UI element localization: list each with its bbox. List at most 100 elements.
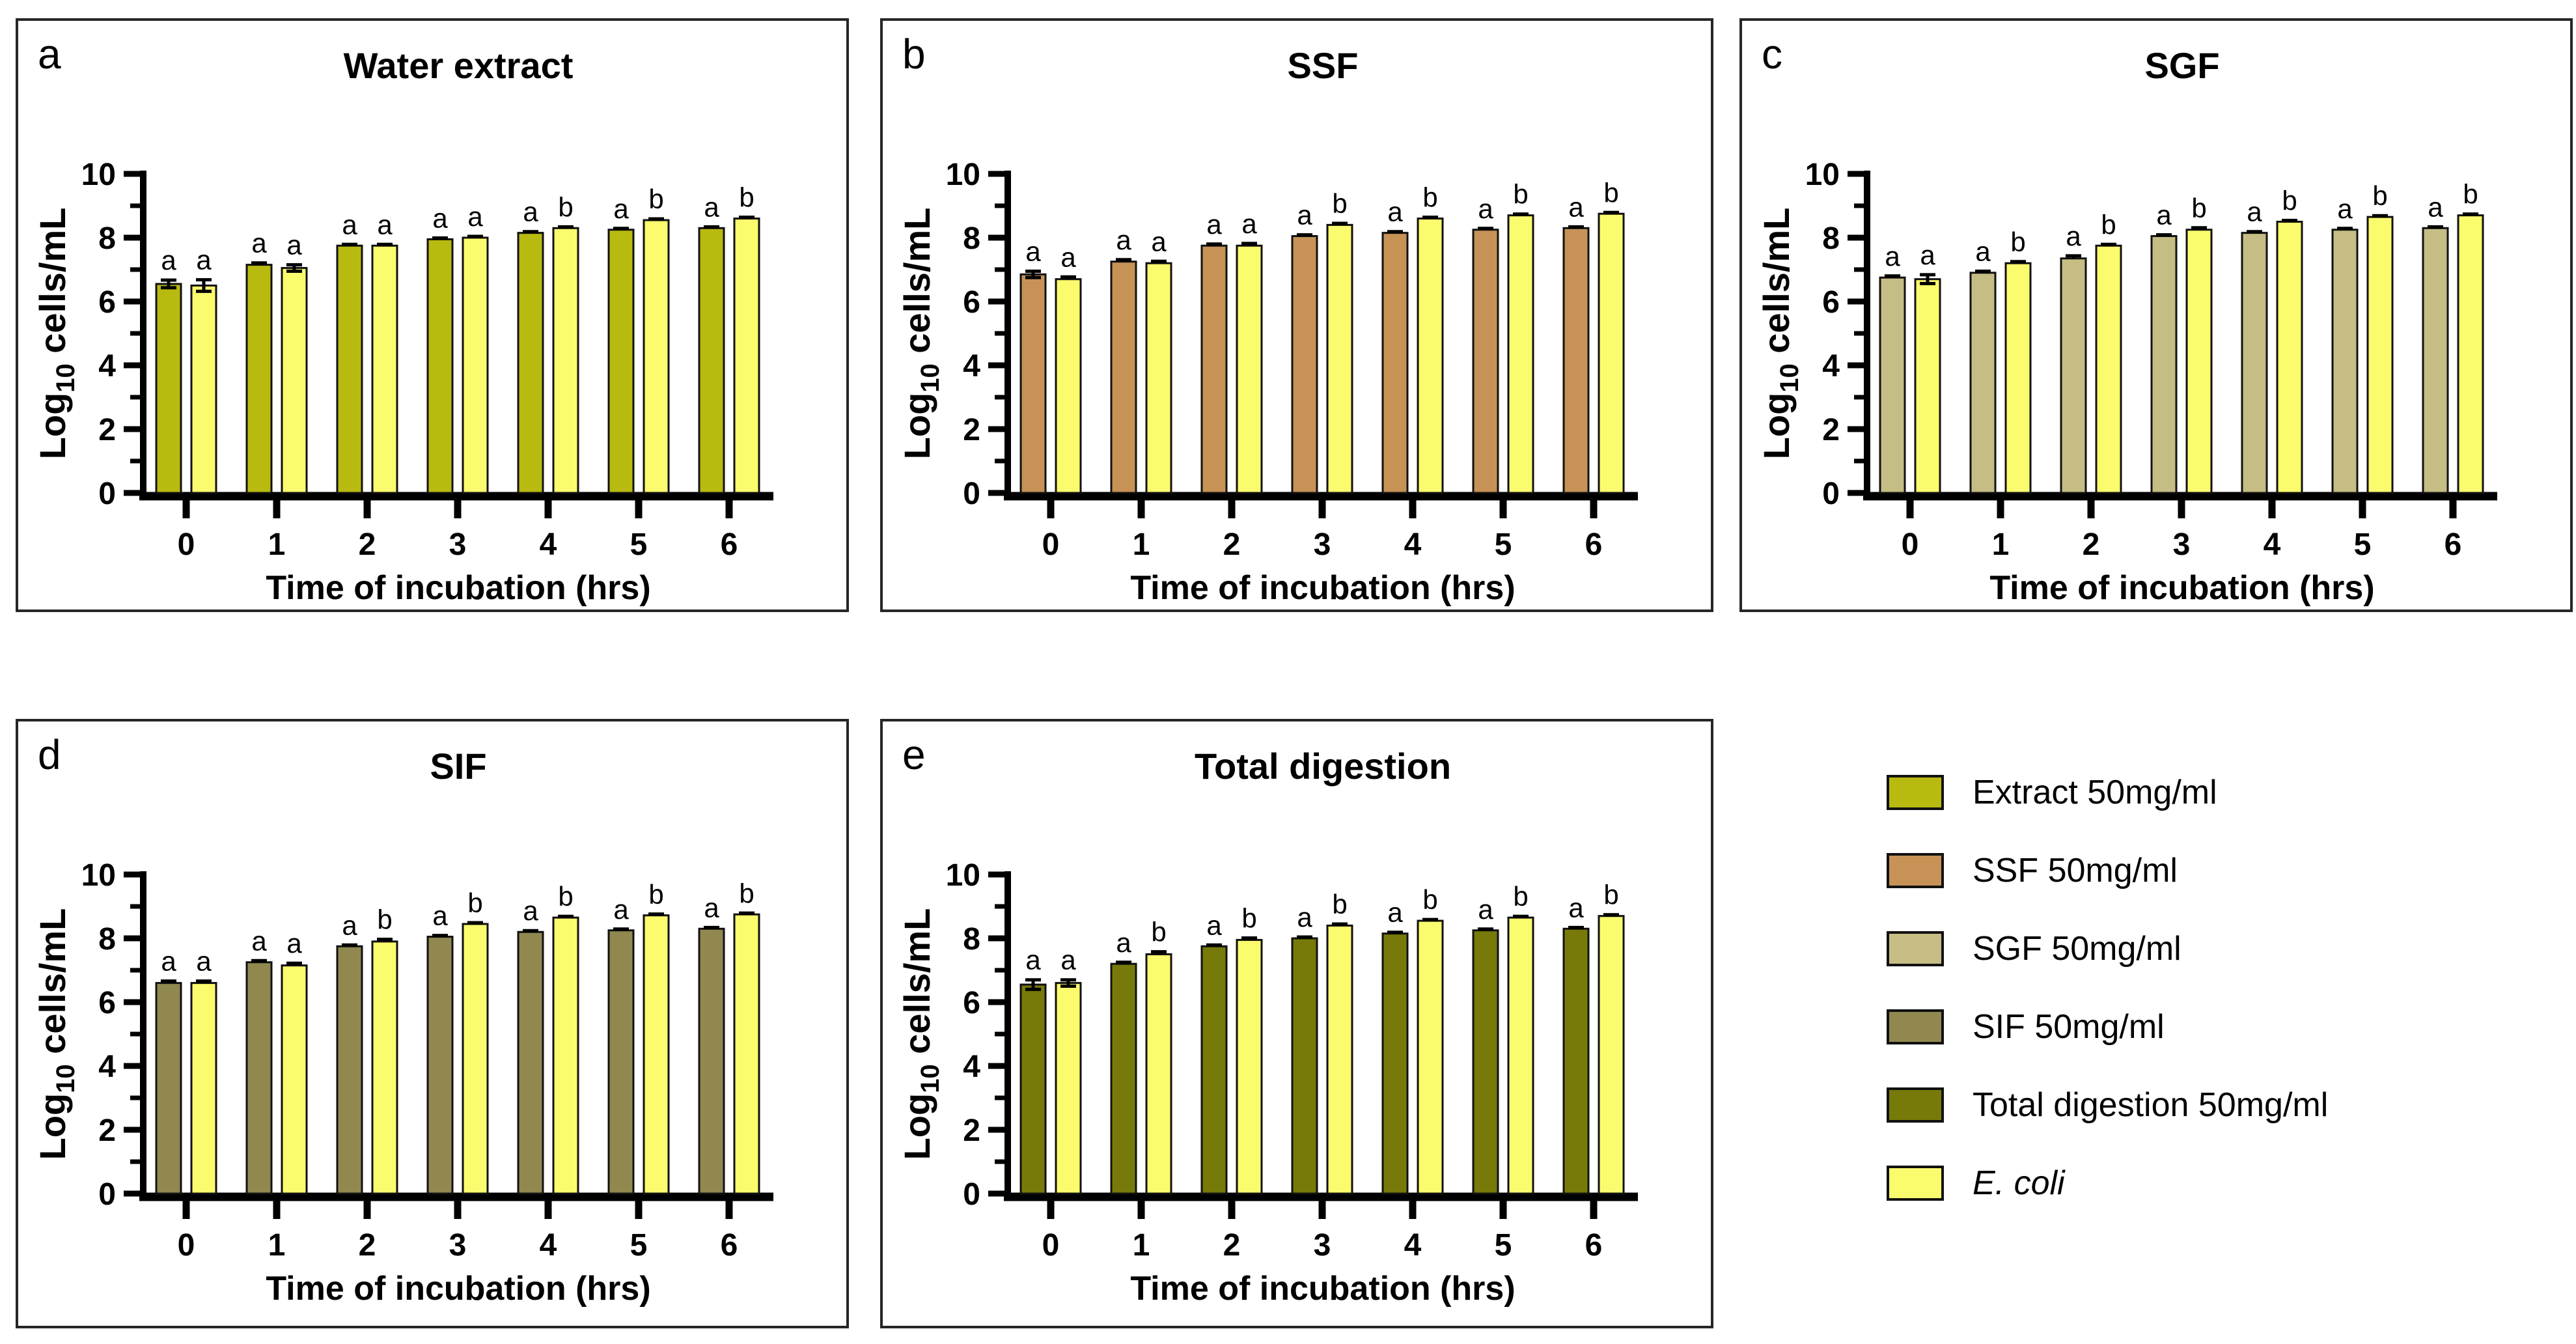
x-tick-label: 6 <box>721 527 738 562</box>
bar <box>517 931 544 1195</box>
bar <box>1914 278 1941 494</box>
bar <box>733 217 760 494</box>
y-tick-label: 8 <box>98 922 116 957</box>
significance-letter: a <box>1116 225 1131 255</box>
significance-letter: a <box>432 901 448 931</box>
bar <box>2185 229 2213 494</box>
bar <box>698 927 725 1195</box>
bar <box>1110 260 1137 494</box>
legend-label: SIF 50mg/ml <box>1973 1008 2165 1046</box>
bar <box>1507 916 1534 1195</box>
bar <box>281 964 308 1195</box>
significance-letter: b <box>377 904 392 934</box>
bar <box>2060 257 2087 494</box>
bar <box>2366 216 2394 494</box>
legend-label: SGF 50mg/ml <box>1973 930 2181 968</box>
significance-letter: a <box>1478 894 1493 925</box>
bar <box>1417 217 1444 494</box>
y-tick-label: 0 <box>963 477 980 511</box>
bar <box>371 940 398 1195</box>
significance-letter: a <box>1060 242 1076 272</box>
significance-letter: a <box>286 230 302 260</box>
bar <box>1236 244 1263 494</box>
panel-title: Water extract <box>343 45 574 86</box>
significance-letter: a <box>2428 191 2443 222</box>
bar <box>1381 932 1409 1195</box>
significance-letter: a <box>1975 236 1991 266</box>
bar <box>1326 223 1353 494</box>
bar <box>1145 953 1172 1195</box>
significance-letter: a <box>1387 197 1403 227</box>
y-tick-label: 2 <box>98 413 116 447</box>
y-tick-label: 2 <box>1822 413 1840 447</box>
y-tick-label: 6 <box>98 986 116 1020</box>
y-tick-label: 2 <box>963 1113 980 1148</box>
bar <box>281 267 308 494</box>
x-tick-label: 4 <box>540 1228 557 1263</box>
legend-item: Extract 50mg/ml <box>1887 774 2328 811</box>
bar <box>336 244 363 494</box>
significance-letter: a <box>161 245 176 275</box>
y-tick-label: 8 <box>1822 221 1840 256</box>
significance-letter: a <box>467 201 483 232</box>
significance-letter: a <box>1206 910 1222 940</box>
legend-label: SSF 50mg/ml <box>1973 852 2178 889</box>
legend-swatch <box>1887 1087 1944 1123</box>
x-tick-label: 2 <box>359 527 376 562</box>
x-axis-title: Time of incubation (hrs) <box>266 1270 650 1308</box>
significance-letter: a <box>2066 221 2081 251</box>
x-tick-label: 1 <box>268 527 286 562</box>
bar <box>1019 273 1047 494</box>
y-tick-label: 4 <box>963 1050 980 1084</box>
y-tick-label: 0 <box>98 1177 116 1212</box>
x-tick-label: 2 <box>1223 527 1241 562</box>
bar <box>1417 919 1444 1195</box>
bar <box>462 236 489 494</box>
significance-letter: a <box>2337 193 2353 224</box>
x-tick-label: 4 <box>1404 527 1422 562</box>
bar <box>245 961 273 1195</box>
bar <box>1562 927 1590 1195</box>
panel-total-digestion: e Total digestion 0 2 4 6 8 10 Log10 cells/mL T… <box>880 719 1713 1328</box>
significance-letter: a <box>1241 208 1257 239</box>
x-tick-label: 5 <box>630 527 648 562</box>
significance-letter: a <box>1568 191 1584 222</box>
significance-letter: b <box>558 191 573 222</box>
x-tick-label: 3 <box>1314 1228 1331 1263</box>
legend-swatch <box>1887 853 1944 888</box>
significance-letter: a <box>432 203 448 233</box>
y-tick-label: 6 <box>963 986 980 1020</box>
bar <box>1200 244 1228 494</box>
bar <box>2422 227 2449 494</box>
significance-letter: b <box>739 182 754 213</box>
y-tick-label: 2 <box>98 1113 116 1148</box>
significance-letter: b <box>1151 917 1166 947</box>
bar <box>552 916 579 1195</box>
bar <box>1598 915 1625 1195</box>
significance-letter: a <box>1920 240 1935 270</box>
legend-swatch <box>1887 1009 1944 1044</box>
bar <box>1598 212 1625 494</box>
x-tick-label: 4 <box>2264 527 2281 562</box>
bar <box>1055 982 1082 1195</box>
x-tick-label: 0 <box>1902 527 1919 562</box>
x-tick-label: 5 <box>2354 527 2372 562</box>
x-axis-title: Time of incubation (hrs) <box>1989 569 2374 607</box>
significance-letter: b <box>739 878 754 908</box>
x-tick-label: 3 <box>1314 527 1331 562</box>
bar <box>1236 938 1263 1195</box>
significance-letter: b <box>2101 209 2116 240</box>
y-axis-title: Log10 cells/mL <box>896 908 945 1160</box>
significance-letter: a <box>1297 200 1312 231</box>
y-tick-label: 0 <box>963 1177 980 1212</box>
bar <box>2004 262 2032 494</box>
bar <box>517 232 544 494</box>
significance-letter: b <box>1422 182 1437 213</box>
significance-letter: b <box>1513 179 1528 210</box>
panel-title: Total digestion <box>1194 746 1452 787</box>
y-tick-label: 6 <box>963 285 980 320</box>
bar <box>1291 937 1318 1195</box>
